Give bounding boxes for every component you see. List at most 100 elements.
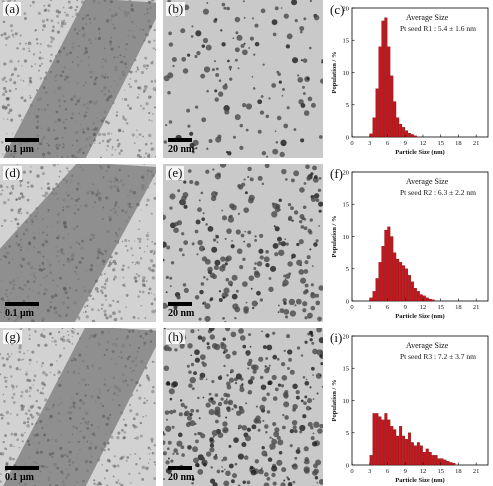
- x-tick-label: 6: [386, 304, 390, 311]
- panel-letter: (a): [3, 1, 22, 16]
- x-axis-label: Particle Size (nm): [395, 477, 444, 484]
- scale-bar-label: 20 nm: [168, 472, 195, 483]
- annotation-title: Average Size: [406, 13, 449, 22]
- x-tick-label: 21: [473, 468, 480, 475]
- x-axis-label: Particle Size (nm): [395, 313, 444, 320]
- x-tick-label: 15: [437, 468, 444, 475]
- y-tick-label: 0: [346, 462, 349, 469]
- histogram-bar: [408, 133, 411, 138]
- histogram-bar: [449, 462, 453, 466]
- histogram-bar: [431, 299, 435, 302]
- histogram-bar: [402, 435, 406, 466]
- histogram-bar: [369, 297, 373, 302]
- histogram-bar: [396, 435, 400, 466]
- histogram-bar: [408, 275, 411, 302]
- scale-bar: 0.1 μm: [5, 138, 39, 155]
- x-tick-label: 21: [473, 304, 480, 311]
- panel-letter: (h): [166, 329, 186, 344]
- histogram-bar: [413, 287, 417, 302]
- x-tick-label: 3: [368, 140, 371, 147]
- panel-letter: (i): [330, 330, 342, 345]
- histogram-bar: [434, 455, 438, 466]
- histogram-bar: [369, 455, 373, 466]
- histogram-bar: [384, 17, 388, 138]
- x-tick-label: 12: [420, 140, 427, 147]
- histogram-bar: [372, 291, 376, 302]
- size-histogram: (f) 0 3 6 9 12 15 18 21 0 5 10 15 20 Particle Size (nm…: [328, 164, 493, 322]
- histogram-bar: [425, 297, 429, 302]
- y-axis-label: Population / %: [331, 380, 338, 422]
- y-tick-label: 10: [343, 234, 350, 241]
- histogram-bar: [402, 265, 406, 302]
- scale-bar-label: 0.1 μm: [5, 308, 34, 319]
- y-tick-label: 15: [343, 202, 350, 209]
- scale-bar-label: 20 nm: [168, 308, 195, 319]
- y-tick-label: 0: [346, 298, 349, 305]
- histogram-bar: [413, 135, 417, 138]
- size-histogram: (i) 0 3 6 9 12 15 18 21 0 5 10 15 20 Particle Size (nm…: [328, 328, 493, 486]
- histogram-bar: [422, 451, 426, 466]
- panel-letter: (d): [3, 165, 23, 180]
- y-tick-label: 10: [343, 398, 350, 405]
- histogram-bar: [387, 46, 391, 138]
- histogram-bar: [381, 20, 385, 138]
- histogram-bar: [381, 246, 385, 302]
- tem-micrograph-low-mag: (a) 0.1 μm: [0, 0, 156, 158]
- histogram-bar: [378, 262, 382, 302]
- histogram-bar: [411, 442, 414, 466]
- histogram-bar: [381, 419, 385, 466]
- scale-bar: 20 nm: [168, 302, 194, 319]
- histogram-bar: [369, 133, 373, 138]
- histogram-bar: [419, 294, 423, 302]
- histogram-bar: [375, 88, 379, 138]
- scale-bar: 20 nm: [168, 138, 194, 155]
- x-tick-label: 3: [368, 468, 371, 475]
- y-tick-label: 20: [343, 5, 350, 12]
- histogram-bar: [384, 413, 388, 466]
- scale-bar: 20 nm: [168, 466, 194, 483]
- panel-letter: (e): [166, 165, 185, 180]
- x-tick-label: 0: [350, 140, 353, 147]
- x-tick-label: 9: [404, 468, 407, 475]
- histogram-bar: [378, 416, 382, 466]
- y-axis-label: Population / %: [331, 52, 338, 94]
- y-axis-label: Population / %: [331, 216, 338, 258]
- annotation-average-size: Pt seed R3 : 7.2 ± 3.7 nm: [400, 352, 476, 361]
- x-tick-label: 0: [350, 468, 353, 475]
- histogram-bar: [402, 127, 406, 138]
- y-tick-label: 20: [343, 169, 350, 176]
- histogram-bar: [416, 291, 420, 302]
- tem-micrograph-low-mag: (g) 0.1 μm: [0, 328, 156, 486]
- figure-row: (g) 0.1 μm (h) 20 nm (i) 0 3 6 9 12 15 18 21 0 5 10 15…: [0, 328, 493, 486]
- histogram-bar: [446, 461, 450, 466]
- annotation-title: Average Size: [406, 341, 449, 350]
- annotation-average-size: Pt seed R2 : 6.3 ± 2.2 nm: [400, 188, 476, 197]
- x-tick-label: 18: [455, 304, 462, 311]
- histogram-bar: [390, 236, 394, 302]
- x-tick-label: 12: [420, 468, 427, 475]
- annotation-title: Average Size: [406, 177, 449, 186]
- histogram-bar: [387, 419, 391, 466]
- histogram-bar: [408, 432, 411, 466]
- histogram-bar: [437, 458, 441, 466]
- panel-letter: (c): [330, 2, 344, 17]
- x-tick-label: 12: [420, 304, 427, 311]
- histogram-bar: [375, 278, 379, 302]
- panel-letter: (f): [330, 166, 343, 181]
- histogram-bar: [443, 459, 447, 466]
- scale-bar-label: 0.1 μm: [5, 472, 34, 483]
- x-tick-label: 0: [350, 304, 353, 311]
- panel-letter: (b): [166, 1, 186, 16]
- histogram-bar: [431, 455, 435, 466]
- x-tick-label: 3: [368, 304, 371, 311]
- histogram-bar: [393, 252, 397, 302]
- histogram-bar: [384, 229, 388, 302]
- y-tick-label: 20: [343, 333, 350, 340]
- size-histogram: (c) 0 3 6 9 12 15 18 21 0 5 10 15 20 Particle Size (nm…: [328, 0, 493, 158]
- x-tick-label: 18: [455, 140, 462, 147]
- histogram-bar: [399, 123, 403, 138]
- histogram-bar: [396, 117, 400, 138]
- figure-row: (d) 0.1 μm (e) 20 nm (f) 0 3 6 9 12 15 18 21 0 5 10 15…: [0, 164, 493, 322]
- x-tick-label: 6: [386, 468, 390, 475]
- tem-micrograph-high-mag: (b) 20 nm: [163, 0, 323, 158]
